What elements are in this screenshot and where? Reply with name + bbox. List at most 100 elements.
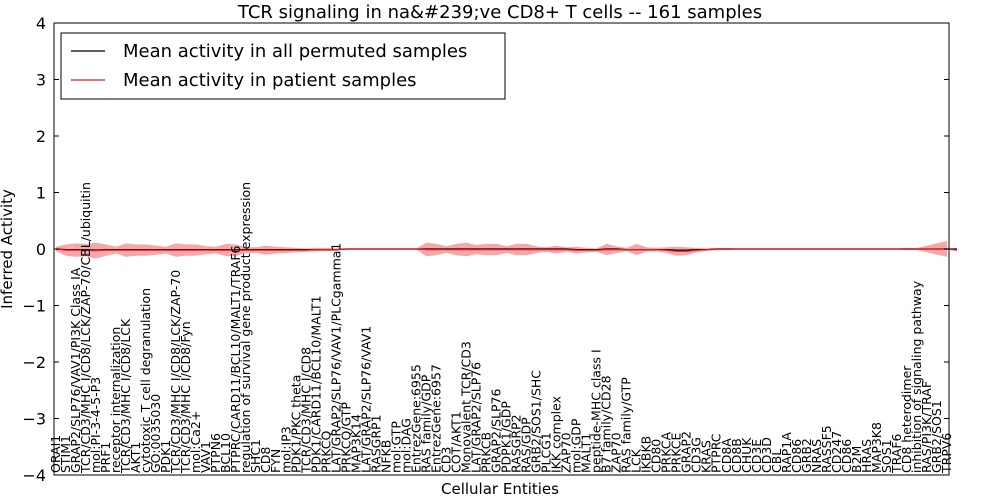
x-tick-label: PDK1/CARD11/BCL10/MALT1	[308, 295, 323, 473]
x-tick-label: ZAP70	[609, 432, 624, 473]
x-tick-label: B7 family/CD28	[599, 375, 614, 473]
patient-mean-line	[55, 248, 958, 252]
y-tick-label: 1	[36, 184, 46, 203]
x-tick-label: ZAP70	[559, 432, 574, 473]
x-tick-label: PRKCQ/GTP	[338, 402, 353, 473]
x-tick-label: RAS family/GDP	[418, 374, 433, 473]
x-tick-label: CHUK	[739, 437, 754, 473]
x-tick-label: CD8A	[719, 438, 734, 473]
x-tick-label: PRF1	[98, 442, 113, 473]
x-tick-label: PRKCQ	[318, 431, 333, 473]
x-tick-label: GRB2/SOS1	[929, 400, 944, 473]
x-tick-label: MALT1	[579, 433, 594, 473]
x-tick-label: RAS/PI3K/TRAF	[919, 381, 934, 473]
x-tick-label: PRKCE	[669, 433, 684, 473]
legend-label-patient: Mean activity in patient samples	[123, 70, 417, 91]
x-tick-label: mol:PI-3-4-5-P3	[88, 377, 103, 473]
x-tick-label: TCR/CD3/MHC I/CD8/LCK/ZAP-70/CBL/ubiquit…	[78, 182, 93, 474]
x-tick-label: LAT/GRAP2/SLP76	[468, 362, 483, 473]
x-tick-label: peptide-MHC class I	[589, 349, 604, 473]
x-tick-label: GRAP2/SLP76	[488, 388, 503, 473]
x-tick-label: EntrezGene:6957	[428, 364, 443, 473]
x-tick-label: PDPK1/GDP	[499, 401, 514, 473]
x-tick-label: CD3D	[759, 437, 774, 473]
x-tick-label: CD8	[258, 447, 273, 473]
y-tick-label: 4	[36, 14, 46, 33]
x-tick-label: AKT1	[128, 442, 143, 473]
y-tick-label: −1	[22, 297, 46, 316]
x-axis-label: Cellular Entities	[441, 480, 559, 498]
y-tick-label: 2	[36, 127, 46, 146]
x-tick-label: RAS family/GTP	[619, 377, 634, 473]
x-tick-label: TRPV6	[939, 433, 954, 474]
x-tick-label: TCR/CD3/MHC I/CD8/LCK	[118, 318, 133, 474]
x-tick-label: CD247	[829, 431, 844, 473]
x-tick-label: HRAS	[859, 439, 874, 473]
y-axis-label: Inferred Activity	[0, 189, 16, 309]
x-tick-label: MAP3K14	[348, 414, 363, 473]
x-tick-label: PTPN6	[208, 433, 223, 473]
x-tick-label: PDK1/PKC theta	[288, 375, 303, 473]
legend-label-permuted: Mean activity in all permuted samples	[123, 41, 467, 62]
x-tick-label: BCL10	[218, 433, 233, 473]
x-tick-label: IKK complex	[549, 396, 564, 473]
x-tick-label: CD8B	[729, 438, 744, 473]
series-line-layer	[55, 248, 958, 252]
x-tick-label: PLCG1	[539, 432, 554, 473]
x-tick-label: CBL	[769, 449, 784, 473]
x-tick-label: mol:GTP	[388, 421, 403, 473]
x-tick-label: GRB2/SOS1/SHC	[529, 370, 544, 473]
x-tick-label: CD86	[789, 439, 804, 473]
x-tick-label: MAP3K8	[869, 422, 884, 473]
x-tick-label: CD80	[649, 439, 664, 473]
x-tick-label: mol:Ca2+	[188, 411, 203, 473]
x-tick-label: cytotoxic T cell degranulation	[138, 288, 153, 473]
x-tick-label: PDK1	[158, 440, 173, 473]
x-tick-label: PRKCA	[659, 432, 674, 473]
x-tick-label: CD3	[438, 447, 453, 473]
x-tick-label: COT/AKT1	[448, 411, 463, 473]
x-tick-label: IKBKB	[639, 436, 654, 473]
x-tick-label: TCR/CD3/MHC I/CD8	[298, 347, 313, 474]
x-tick-label: mol:DAG	[398, 418, 413, 473]
x-tick-label: FYN	[268, 449, 283, 473]
legend: Mean activity in all permuted samples Me…	[60, 32, 506, 100]
x-tick-label: CD8 heterodimer	[899, 365, 914, 473]
x-tick-label: LAT/GRAP2/SLP76/VAV1/PLCgamma1	[328, 243, 343, 473]
x-tick-label: NFKB	[378, 440, 393, 473]
x-tick-label: inhibition of signaling pathway	[909, 280, 924, 473]
x-tick-label: KRAS	[699, 440, 714, 473]
x-tick-label: STIM1	[58, 435, 73, 473]
chart-title: TCR signaling in na&#239;ve CD8+ T cells…	[237, 2, 762, 23]
x-tick-label: RAP1A	[779, 432, 794, 473]
x-tick-label: RASGRP1	[368, 414, 383, 473]
x-tick-label: mol:IP3	[278, 426, 293, 473]
plot-frame	[53, 22, 950, 476]
x-tick-label: LCK	[629, 448, 644, 473]
x-tick-label: VAV1	[198, 441, 213, 473]
x-tick-label: TRAF6	[889, 433, 904, 474]
x-tick-label: CD3E	[749, 439, 764, 473]
x-tick-label: EntrezGene:6955	[408, 364, 423, 473]
x-tick-label: mol:GDP	[569, 418, 584, 473]
legend-box	[60, 32, 506, 100]
x-tick-label: Monovalent TCR/CD3	[458, 341, 473, 473]
x-tick-label: GO:0035030	[148, 394, 163, 473]
x-tick-label: regulation of survival gene product expr…	[238, 182, 253, 473]
x-tick-label: PRKCB	[478, 432, 493, 473]
x-tick-label: RASSF5	[819, 425, 834, 473]
y-tick-label: 3	[36, 71, 46, 90]
x-tick-label: RAS/GDP	[519, 417, 534, 473]
x-tick-label: SOS1	[879, 439, 894, 473]
x-tick-label: GRB2	[799, 438, 814, 473]
x-tick-label: CD86	[839, 439, 854, 473]
y-tick-label: −2	[22, 353, 46, 372]
y-tick-label: −3	[22, 410, 46, 429]
x-tick-label: GRAP2	[679, 431, 694, 473]
x-tick-label: TCR/CD3/MHC I/CD8/Fyn	[178, 321, 193, 474]
x-tick-label: GRAP2/SLP76/VAV1/PI3K Class IA	[68, 267, 83, 473]
x-tick-label: LAT/GRAP2/SLP76/VAV1	[358, 326, 373, 473]
y-tick-label: −4	[22, 466, 46, 485]
